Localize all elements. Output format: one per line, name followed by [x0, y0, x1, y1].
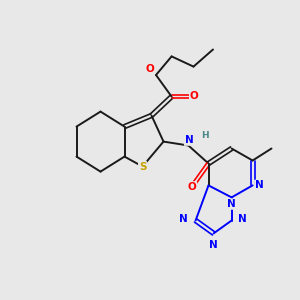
Text: N: N: [227, 199, 236, 209]
Text: N: N: [238, 214, 247, 224]
Text: O: O: [188, 182, 196, 192]
Text: O: O: [146, 64, 154, 74]
Text: S: S: [139, 161, 146, 172]
Text: N: N: [179, 214, 188, 224]
Text: N: N: [209, 240, 218, 250]
Text: H: H: [201, 131, 208, 140]
Text: O: O: [190, 91, 199, 101]
Text: N: N: [255, 180, 264, 190]
Text: N: N: [184, 135, 194, 145]
